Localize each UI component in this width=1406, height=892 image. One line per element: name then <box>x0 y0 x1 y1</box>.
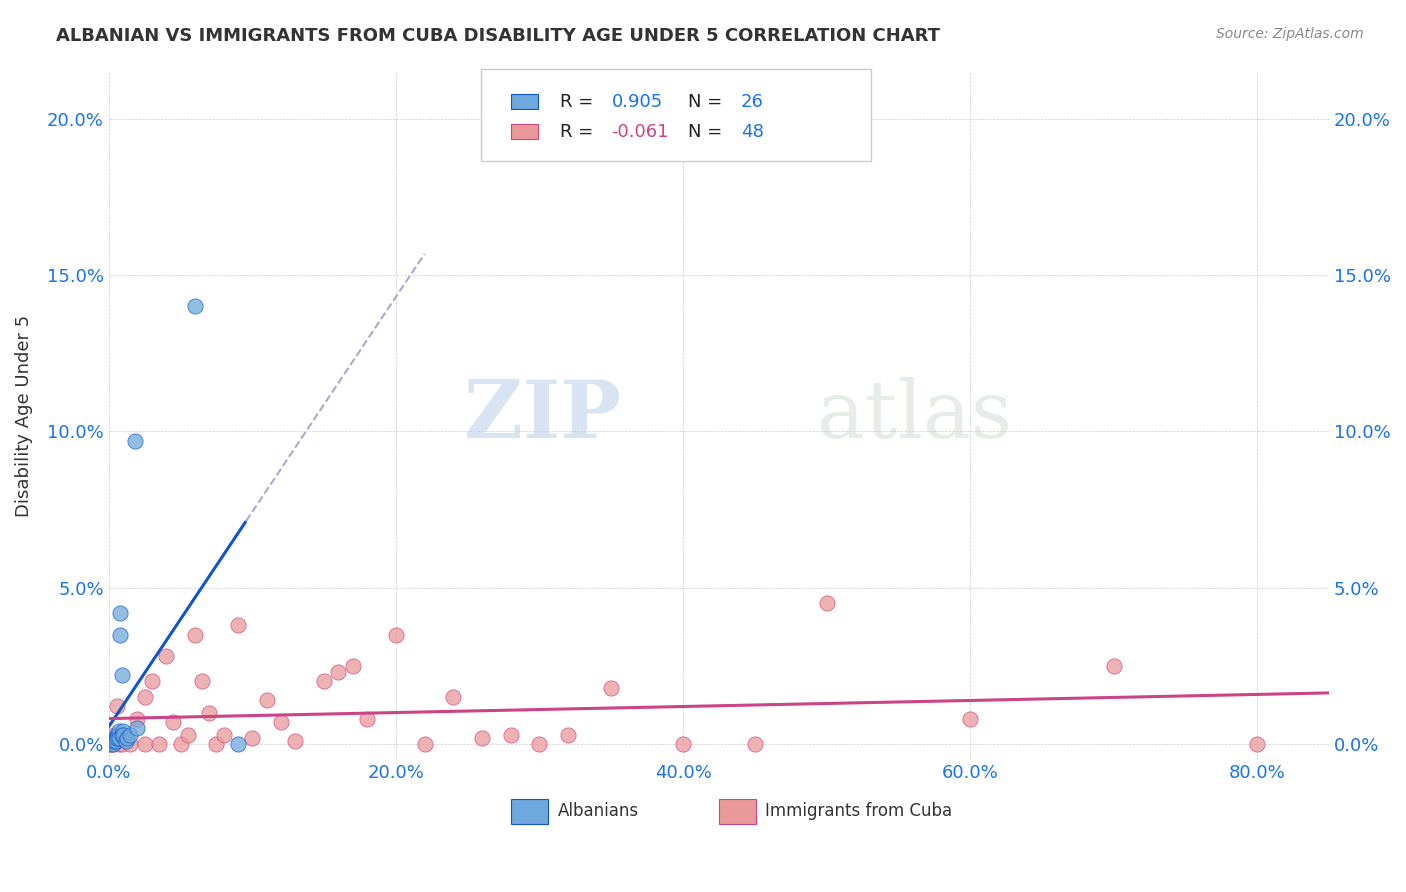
Point <box>256 693 278 707</box>
Point <box>103 728 125 742</box>
Point <box>155 649 177 664</box>
Text: R =: R = <box>561 123 599 141</box>
Point <box>672 737 695 751</box>
Point <box>103 734 125 748</box>
Point <box>184 299 207 313</box>
Point <box>105 728 128 742</box>
Point <box>107 728 129 742</box>
Point <box>471 731 494 745</box>
Point <box>815 596 838 610</box>
Point <box>148 737 170 751</box>
Point <box>115 734 138 748</box>
Point <box>226 737 249 751</box>
Point <box>112 731 135 745</box>
Point <box>104 731 127 745</box>
FancyBboxPatch shape <box>512 124 538 139</box>
Point <box>240 731 263 745</box>
Point <box>134 690 156 704</box>
Point <box>111 668 134 682</box>
Point <box>744 737 766 751</box>
Point <box>104 734 127 748</box>
Text: ALBANIAN VS IMMIGRANTS FROM CUBA DISABILITY AGE UNDER 5 CORRELATION CHART: ALBANIAN VS IMMIGRANTS FROM CUBA DISABIL… <box>56 27 941 45</box>
Point <box>342 658 364 673</box>
Point <box>110 606 132 620</box>
Point <box>959 712 981 726</box>
Point <box>98 737 121 751</box>
Point <box>141 674 163 689</box>
Text: N =: N = <box>689 93 728 111</box>
Point <box>101 737 124 751</box>
Point <box>328 665 350 679</box>
Point <box>110 627 132 641</box>
FancyBboxPatch shape <box>718 799 755 823</box>
Point <box>270 715 292 730</box>
Point <box>198 706 221 720</box>
Point <box>127 722 149 736</box>
Point <box>120 737 142 751</box>
Point <box>385 627 408 641</box>
Point <box>1246 737 1268 751</box>
Point <box>169 737 191 751</box>
FancyBboxPatch shape <box>512 799 548 823</box>
Text: 26: 26 <box>741 93 763 111</box>
Point <box>191 674 214 689</box>
Point <box>226 618 249 632</box>
Point <box>1102 658 1125 673</box>
Text: N =: N = <box>689 123 728 141</box>
Point <box>184 627 207 641</box>
FancyBboxPatch shape <box>512 94 538 109</box>
Point <box>205 737 228 751</box>
Point <box>356 712 378 726</box>
Point <box>162 715 184 730</box>
Point <box>600 681 623 695</box>
Point <box>441 690 464 704</box>
Point <box>529 737 551 751</box>
Point <box>101 737 124 751</box>
Text: Albanians: Albanians <box>558 802 638 820</box>
Point <box>111 737 134 751</box>
Point <box>111 728 134 742</box>
Text: 48: 48 <box>741 123 763 141</box>
Point <box>98 737 121 751</box>
FancyBboxPatch shape <box>481 69 872 161</box>
Point <box>107 731 129 745</box>
Point <box>107 737 129 751</box>
Point <box>105 731 128 745</box>
Point <box>110 728 132 742</box>
Y-axis label: Disability Age Under 5: Disability Age Under 5 <box>15 315 32 516</box>
Point <box>120 728 142 742</box>
Point <box>134 737 156 751</box>
Point <box>177 728 200 742</box>
Point <box>212 728 235 742</box>
Text: -0.061: -0.061 <box>612 123 669 141</box>
Text: ZIP: ZIP <box>464 376 621 455</box>
Point <box>127 712 149 726</box>
Point <box>314 674 336 689</box>
Point <box>413 737 436 751</box>
Point <box>100 734 122 748</box>
Point <box>112 724 135 739</box>
Point <box>103 731 125 745</box>
Text: Immigrants from Cuba: Immigrants from Cuba <box>765 802 952 820</box>
Text: R =: R = <box>561 93 599 111</box>
Text: Source: ZipAtlas.com: Source: ZipAtlas.com <box>1216 27 1364 41</box>
Text: 0.905: 0.905 <box>612 93 662 111</box>
Point <box>499 728 522 742</box>
Point <box>124 434 146 448</box>
Point <box>104 734 127 748</box>
Point <box>100 734 122 748</box>
Point <box>107 724 129 739</box>
Point <box>101 734 124 748</box>
Point <box>557 728 579 742</box>
Point <box>105 699 128 714</box>
Point <box>284 734 307 748</box>
Text: atlas: atlas <box>817 376 1012 455</box>
Point <box>117 731 139 745</box>
Point <box>112 728 135 742</box>
